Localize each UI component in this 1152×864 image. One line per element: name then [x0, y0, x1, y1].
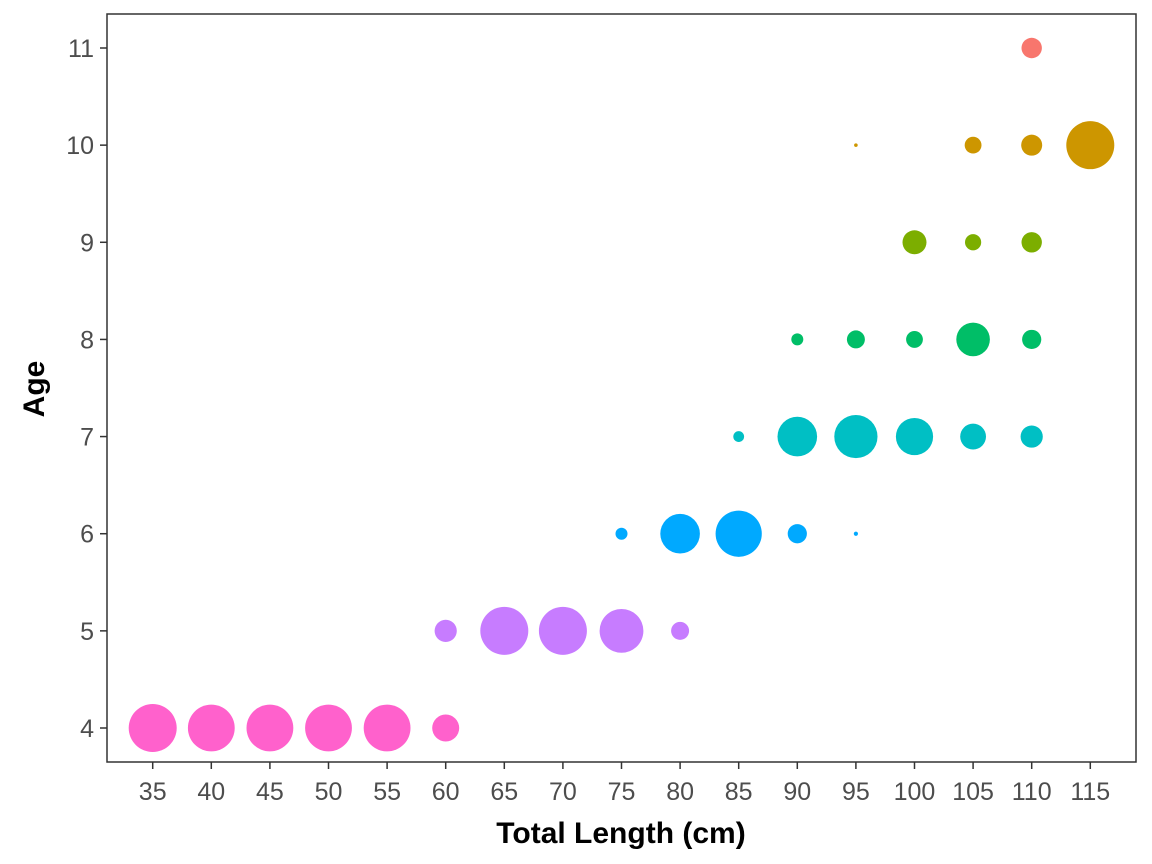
- data-point-age-8-length-110: [1022, 329, 1042, 350]
- data-point-age-9-length-110: [1021, 232, 1042, 253]
- x-tick-label: 105: [952, 778, 994, 806]
- data-point-age-4-length-40: [187, 704, 235, 752]
- y-tick-label: 4: [80, 715, 94, 743]
- data-point-age-6-length-80: [660, 513, 700, 554]
- data-point-age-8-length-100: [906, 331, 923, 348]
- x-tick-label: 115: [1070, 778, 1110, 806]
- x-tick-label: 55: [373, 778, 401, 806]
- data-point-age-4-length-45: [246, 704, 294, 752]
- x-tick-label: 110: [1012, 778, 1052, 806]
- points-layer: [128, 37, 1115, 752]
- x-tick-label: 50: [315, 778, 343, 806]
- data-point-age-8-length-105: [956, 322, 990, 357]
- data-point-age-7-length-100: [895, 417, 934, 456]
- data-point-age-8-length-90: [791, 333, 804, 346]
- data-point-age-7-length-85: [733, 431, 745, 442]
- x-tick-label: 100: [894, 778, 936, 806]
- data-point-age-6-length-95: [853, 531, 858, 536]
- data-point-age-10-length-115: [1066, 121, 1115, 170]
- data-point-age-5-length-75: [599, 608, 644, 653]
- x-tick-label: 95: [842, 778, 870, 806]
- x-tick-label: 40: [197, 778, 225, 806]
- y-tick-label: 6: [80, 521, 94, 549]
- data-point-age-4-length-55: [363, 704, 411, 752]
- x-tick-label: 45: [256, 778, 284, 806]
- data-point-age-6-length-75: [615, 527, 628, 540]
- data-point-age-10-length-110: [1021, 134, 1043, 156]
- data-point-age-6-length-90: [787, 524, 807, 544]
- x-tick-label: 90: [783, 778, 811, 806]
- data-point-age-5-length-60: [434, 619, 457, 642]
- data-point-age-7-length-110: [1020, 425, 1043, 448]
- y-axis-title: Age: [18, 361, 51, 418]
- x-tick-label: 70: [549, 778, 577, 806]
- x-tick-label: 85: [725, 778, 753, 806]
- data-point-age-8-length-95: [846, 330, 865, 349]
- data-point-age-5-length-70: [538, 606, 587, 655]
- y-axis: 4 5 6 7 8 9 10 11: [66, 35, 107, 743]
- data-point-age-10-length-105: [964, 136, 982, 154]
- x-tick-label: 60: [432, 778, 460, 806]
- data-point-age-9-length-100: [902, 230, 927, 255]
- data-point-age-7-length-105: [960, 423, 986, 450]
- data-point-age-4-length-50: [305, 704, 352, 752]
- y-tick-label: 11: [68, 35, 94, 63]
- y-tick-label: 7: [80, 424, 94, 452]
- y-tick-label: 5: [80, 618, 94, 646]
- x-axis: 35 40 45 50 55 60 65 70 75 80 85 90 95 100 105 110 115: [139, 762, 1110, 806]
- x-tick-label: 35: [139, 778, 167, 806]
- x-tick-label: 75: [608, 778, 636, 806]
- x-tick-label: 65: [490, 778, 518, 806]
- x-tick-label: 80: [666, 778, 694, 806]
- data-point-age-5-length-80: [671, 621, 690, 640]
- y-tick-label: 10: [66, 132, 94, 160]
- data-point-age-10-length-95: [854, 143, 858, 147]
- data-point-age-11-length-110: [1021, 37, 1042, 59]
- y-tick-label: 9: [80, 229, 94, 257]
- data-point-age-4-length-60: [432, 714, 460, 742]
- data-point-age-5-length-65: [480, 606, 529, 655]
- y-tick-label: 8: [80, 326, 94, 354]
- data-point-age-7-length-90: [777, 416, 818, 457]
- x-axis-title: Total Length (cm): [496, 817, 745, 850]
- data-point-age-7-length-95: [834, 414, 878, 459]
- data-point-age-6-length-85: [715, 510, 762, 557]
- data-point-age-4-length-35: [128, 704, 177, 752]
- data-point-age-9-length-105: [964, 234, 982, 251]
